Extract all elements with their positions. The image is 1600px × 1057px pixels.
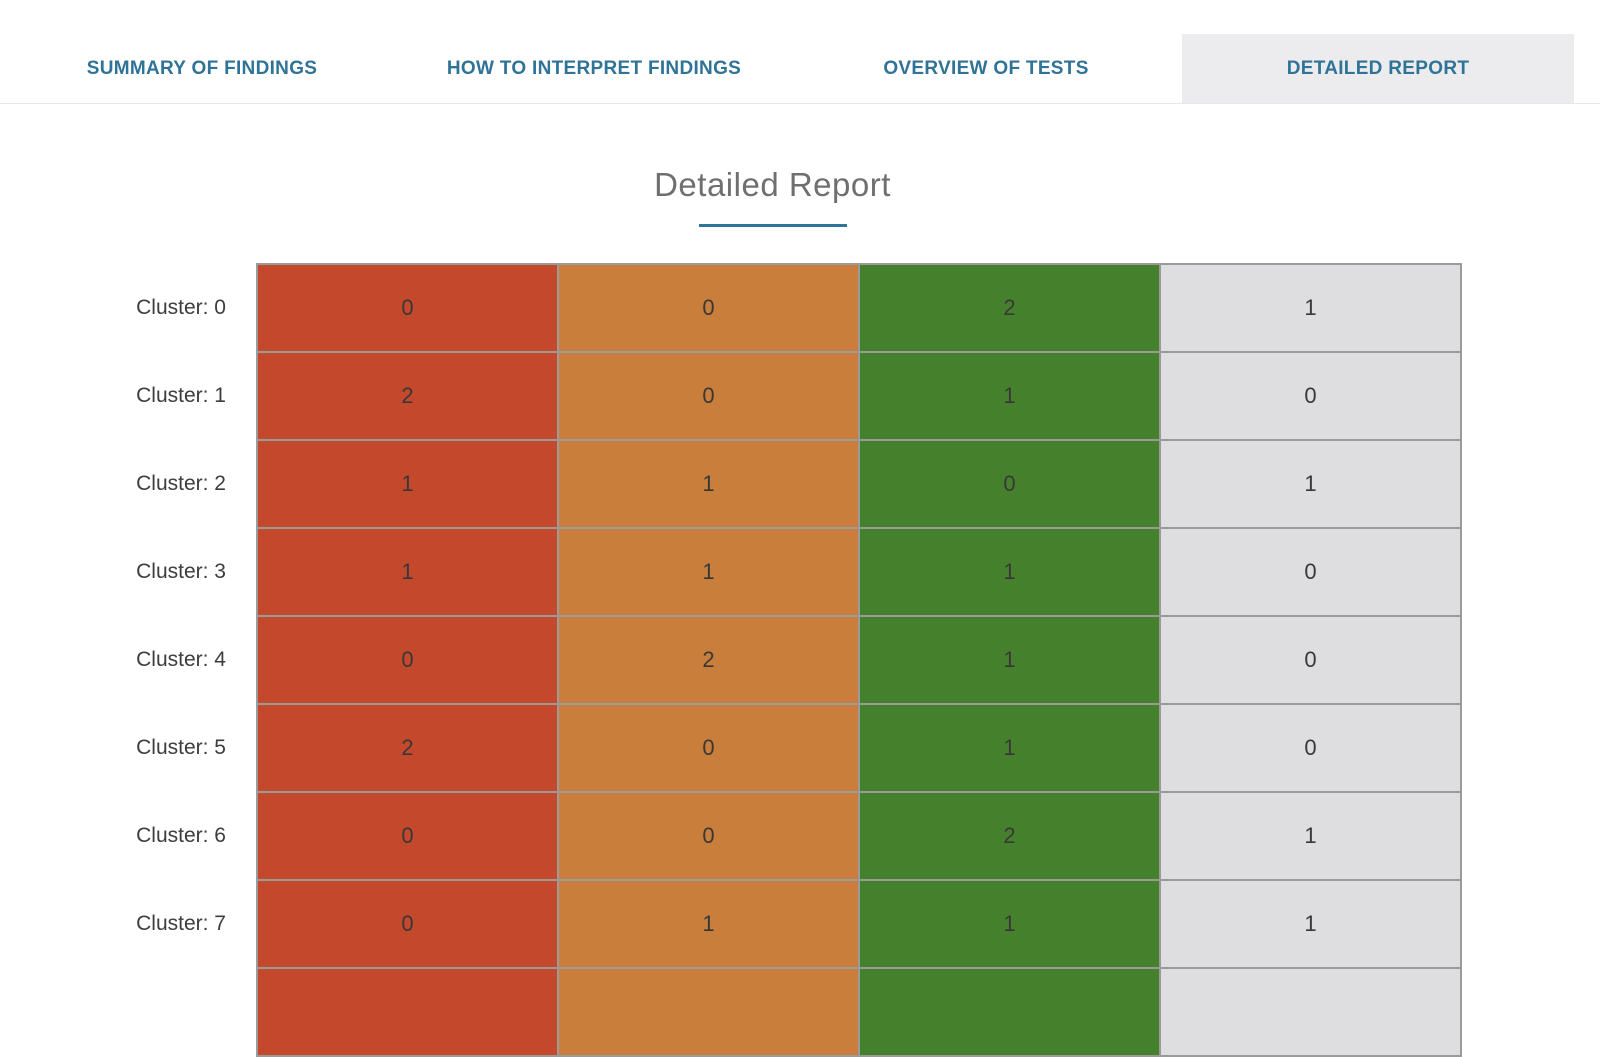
heatmap-cell-orange: 1	[557, 439, 860, 529]
heatmap-cell-orange: 2	[557, 615, 860, 705]
heatmap-cell-gray: 0	[1159, 527, 1462, 617]
row-label: Cluster: 6	[0, 792, 257, 880]
heatmap-cell-red: 0	[256, 879, 559, 969]
heatmap-cell-gray: 0	[1159, 615, 1462, 705]
row-label: Cluster: 5	[0, 704, 257, 792]
row-label: Cluster: 4	[0, 616, 257, 704]
heatmap-cell-green: 1	[858, 527, 1161, 617]
heatmap-cell-gray	[1159, 967, 1462, 1057]
heatmap-cell-red: 1	[256, 527, 559, 617]
heatmap-cell-red: 1	[256, 439, 559, 529]
heatmap-cell-red: 0	[256, 615, 559, 705]
row-label: Cluster: 2	[0, 440, 257, 528]
heatmap-cell-red: 2	[256, 351, 559, 441]
heatmap-cell-red: 0	[256, 791, 559, 881]
heatmap-cell-green	[858, 967, 1161, 1057]
tab-label: HOW TO INTERPRET FINDINGS	[446, 57, 742, 79]
heatmap-cell-green: 2	[858, 791, 1161, 881]
row-label	[0, 968, 257, 1056]
row-label: Cluster: 3	[0, 528, 257, 616]
heatmap-cell-gray: 1	[1159, 791, 1462, 881]
heatmap-cell-red: 2	[256, 703, 559, 793]
report-content: Detailed Report Cluster: 0 0 0 2 1 Cluster: 1…	[0, 166, 1545, 1057]
tab-label: OVERVIEW OF TESTS	[883, 57, 1089, 79]
tab-label: DETAILED REPORT	[1286, 57, 1470, 79]
heatmap-cell-green: 1	[858, 351, 1161, 441]
row-label: Cluster: 0	[0, 264, 257, 352]
heatmap-cell-gray: 1	[1159, 879, 1462, 969]
heatmap-cell-orange: 1	[557, 527, 860, 617]
title-underline	[698, 224, 847, 227]
tab-summary-of-findings[interactable]: SUMMARY OF FINDINGS	[6, 34, 398, 103]
heatmap-cell-orange: 0	[557, 351, 860, 441]
heatmap-cell-red: 0	[256, 263, 559, 353]
heatmap-cell-green: 1	[858, 615, 1161, 705]
heatmap-cell-orange: 1	[557, 879, 860, 969]
tab-label: SUMMARY OF FINDINGS	[86, 57, 318, 79]
page-title: Detailed Report	[654, 166, 891, 203]
heatmap-cell-orange	[557, 967, 860, 1057]
row-label: Cluster: 7	[0, 880, 257, 968]
heatmap-cell-green: 2	[858, 263, 1161, 353]
row-label: Cluster: 1	[0, 352, 257, 440]
tab-how-to-interpret-findings[interactable]: HOW TO INTERPRET FINDINGS	[398, 34, 790, 103]
heatmap-cell-gray: 0	[1159, 351, 1462, 441]
tab-overview-of-tests[interactable]: OVERVIEW OF TESTS	[790, 34, 1182, 103]
heatmap-row-partial	[0, 967, 1462, 1057]
heatmap-cell-orange: 0	[557, 703, 860, 793]
heatmap-cell-gray: 1	[1159, 439, 1462, 529]
heatmap-cell-gray: 0	[1159, 703, 1462, 793]
heatmap-cell-red	[256, 967, 559, 1057]
tab-bar: SUMMARY OF FINDINGS HOW TO INTERPRET FIN…	[0, 0, 1600, 104]
heatmap-cell-orange: 0	[557, 263, 860, 353]
heatmap-cell-green: 1	[858, 703, 1161, 793]
heatmap-cell-green: 1	[858, 879, 1161, 969]
heatmap-cell-green: 0	[858, 439, 1161, 529]
tab-detailed-report[interactable]: DETAILED REPORT	[1182, 34, 1574, 103]
heatmap-cell-orange: 0	[557, 791, 860, 881]
heatmap-cell-gray: 1	[1159, 263, 1462, 353]
